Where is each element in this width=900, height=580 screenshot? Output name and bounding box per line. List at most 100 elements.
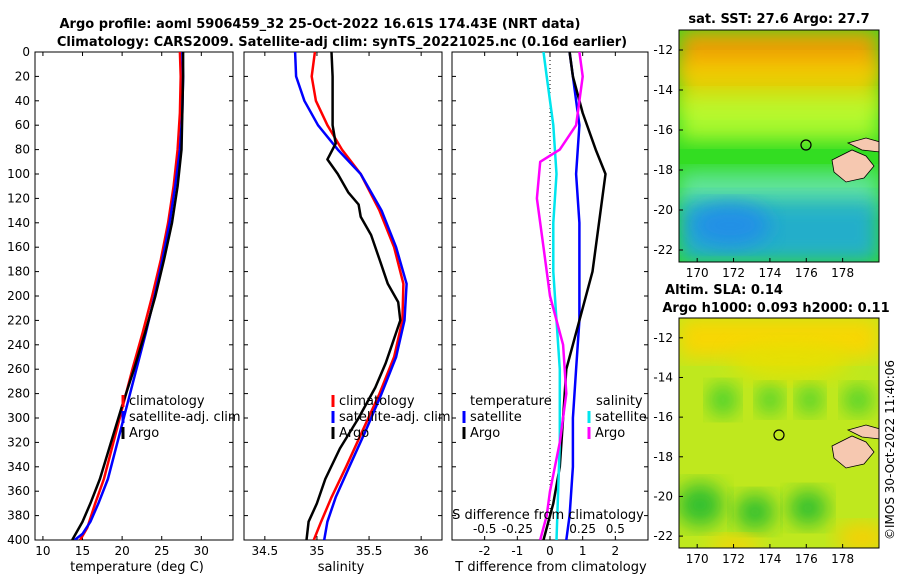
map-lon-label: 174: [758, 266, 781, 280]
x-tick-label: -1: [511, 544, 523, 558]
difference-xlabel: T difference from climatology: [454, 560, 647, 575]
map-lat-label: -22: [653, 529, 673, 543]
series-line-climatology: [310, 52, 405, 540]
depth-tick-label: 400: [7, 533, 30, 547]
header-title-1: Argo profile: aoml 5906459_32 25-Oct-202…: [60, 17, 581, 32]
sst-map-title: sat. SST: 27.6 Argo: 27.7: [688, 12, 869, 27]
x-tick-label: 35: [309, 544, 324, 558]
map-lat-label: -18: [653, 450, 673, 464]
depth-tick-label: 180: [7, 265, 30, 279]
series-line-temperature-satellite: [565, 52, 581, 540]
map-lon-label: 174: [758, 552, 781, 566]
map-lon-label: 178: [831, 266, 854, 280]
x-tick-label: 20: [114, 544, 129, 558]
map-lat-label: -16: [653, 123, 673, 137]
sst-map: [679, 30, 879, 262]
salinity-xlabel: salinity: [318, 560, 365, 575]
map-lat-label: -12: [653, 43, 673, 57]
legend-argo: Argo: [129, 426, 159, 441]
series-line-salinity-satellite: [542, 52, 562, 540]
depth-tick-label: 0: [22, 45, 30, 59]
sla-argo-marker: [773, 429, 785, 441]
salinity-series: [293, 52, 408, 540]
legend-climatology: climatology: [129, 394, 205, 409]
legend-satellite-adj: satellite-adj. clim: [339, 410, 451, 425]
sst-map-ticks: 170 172 174 176 178 -12 -14 -16 -18 -20 -22: [653, 43, 854, 280]
depth-axis-ticks: 0 20 40 60 80 100 120 140 160 180 200 220 240 260 280 3…: [7, 45, 648, 547]
map-lon-label: 176: [795, 552, 818, 566]
depth-tick-label: 360: [7, 484, 30, 498]
temperature-axis-ticks: 10 15 20 25 30: [35, 52, 209, 558]
series-line-satellite-adj-clim: [73, 52, 185, 540]
map-lat-label: -14: [653, 83, 673, 97]
salinity-axis-ticks: 34.5 35 35.5 36: [251, 52, 429, 558]
map-lon-label: 172: [722, 266, 745, 280]
series-line-climatology: [79, 52, 182, 540]
map-lon-label: 178: [831, 552, 854, 566]
depth-tick-label: 100: [7, 167, 30, 181]
map-lon-label: 172: [722, 552, 745, 566]
x-tick-label: 10: [35, 544, 50, 558]
sla-map: [679, 318, 879, 548]
depth-tick-label: 140: [7, 216, 30, 230]
legend-argo: Argo: [339, 426, 369, 441]
legend-salinity-title: salinity: [596, 394, 643, 409]
sla-map-title-2: Argo h1000: 0.093 h2000: 0.11: [662, 301, 889, 316]
secondary-tick-label: 0.25: [569, 522, 596, 536]
sst-argo-marker: [800, 139, 812, 151]
depth-tick-label: 20: [15, 69, 30, 83]
map-lon-label: 176: [795, 266, 818, 280]
depth-tick-label: 80: [15, 143, 30, 157]
map-lat-label: -18: [653, 163, 673, 177]
sst-map-frame: [678, 29, 880, 263]
x-tick-label: -2: [479, 544, 491, 558]
secondary-tick-label: -0.25: [502, 522, 533, 536]
depth-tick-label: 240: [7, 338, 30, 352]
depth-tick-label: 300: [7, 411, 30, 425]
legend-satellite-adj: satellite-adj. clim: [129, 410, 241, 425]
salinity-axes-frame: [243, 51, 443, 541]
map-lon-label: 170: [686, 552, 709, 566]
temperature-xlabel: temperature (deg C): [70, 560, 204, 575]
x-tick-label: 34.5: [251, 544, 278, 558]
temperature-series: [71, 52, 185, 540]
x-tick-label: 0: [546, 544, 554, 558]
difference-series: [535, 52, 607, 540]
depth-tick-label: 60: [15, 118, 30, 132]
depth-tick-label: 200: [7, 289, 30, 303]
sla-map-frame: [678, 317, 880, 549]
legend-temperature-title: temperature: [470, 394, 552, 409]
difference-legend: temperature satellite Argo salinity sate…: [462, 394, 647, 441]
map-lat-label: -14: [653, 370, 673, 384]
legend-climatology: climatology: [339, 394, 415, 409]
legend-s-satellite: satellite: [595, 410, 647, 425]
legend-t-argo: Argo: [470, 426, 500, 441]
difference-axis-ticks: -2 -1 0 1 2: [479, 52, 619, 558]
temperature-legend: climatology satellite-adj. clim Argo: [121, 394, 241, 441]
depth-tick-label: 320: [7, 435, 30, 449]
secondary-tick-label: -0.5: [473, 522, 496, 536]
temperature-axes-frame: [34, 51, 234, 541]
map-lat-label: -20: [653, 203, 673, 217]
series-line-argo: [305, 52, 402, 540]
map-lat-label: -22: [653, 243, 673, 257]
depth-tick-label: 280: [7, 387, 30, 401]
x-tick-label: 30: [194, 544, 209, 558]
x-tick-label: 36: [414, 544, 429, 558]
depth-tick-label: 40: [15, 94, 30, 108]
header-title-2: Climatology: CARS2009. Satellite-adj cli…: [57, 35, 627, 50]
depth-tick-label: 260: [7, 362, 30, 376]
legend-t-satellite: satellite: [470, 410, 522, 425]
series-line-argo: [71, 52, 185, 540]
map-lat-label: -20: [653, 489, 673, 503]
series-line-salinity-argo: [535, 52, 584, 540]
secondary-tick-label: 0.5: [606, 522, 625, 536]
difference-secondary-ticks: -0.5 -0.25 0.25 0.5: [473, 522, 625, 536]
x-tick-label: 2: [612, 544, 620, 558]
map-lat-label: -12: [653, 331, 673, 345]
map-lon-label: 170: [686, 266, 709, 280]
x-tick-label: 35.5: [356, 544, 383, 558]
depth-tick-label: 120: [7, 191, 30, 205]
legend-s-argo: Argo: [595, 426, 625, 441]
